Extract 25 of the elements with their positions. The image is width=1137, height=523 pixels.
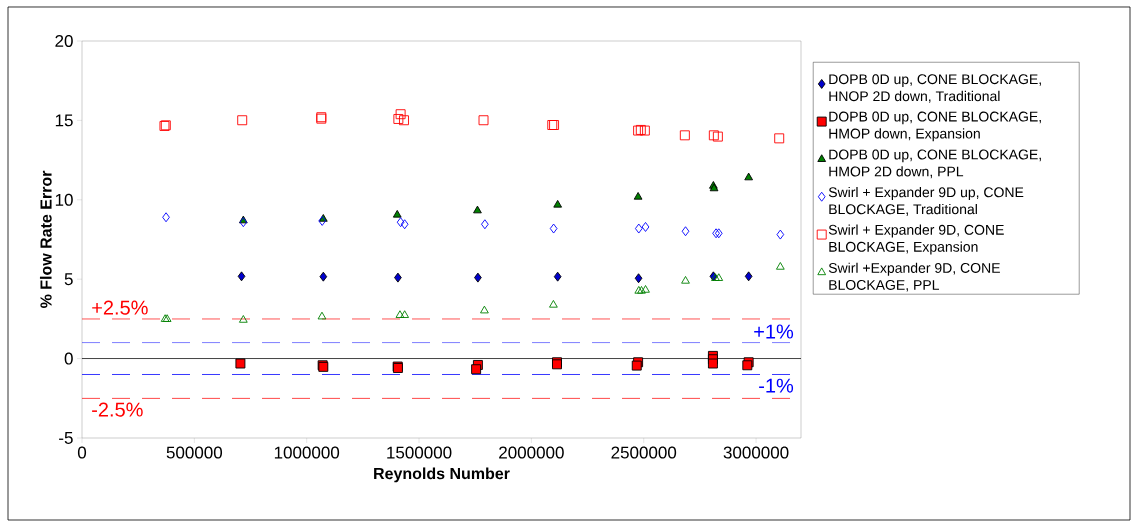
legend-label: DOPB 0D up, CONE BLOCKAGE, HNOP 2D down, Traditional [829, 74, 1041, 103]
ref-line-label: -1% [759, 378, 794, 393]
legend-label: DOPB 0D up, CONE BLOCKAGE, HMOP 2D down, PPL [829, 149, 1041, 179]
x-axis-title: Reynolds Number [374, 467, 510, 483]
x-tick-label: 0 [77, 446, 87, 459]
legend-label: DOPB 0D up, CONE BLOCKAGE, HMOP down, Expansion [829, 111, 1041, 142]
legend-label: Swirl + Expander 9D, CONE BLOCKAGE, Expansion [828, 224, 1004, 255]
x-tick-label: 3000000 [723, 446, 789, 459]
x-tick-label: 1000000 [274, 446, 340, 459]
y-tick-label: 0 [64, 352, 73, 365]
y-axis-title: % Flow Rate Error [39, 170, 52, 309]
x-tick-label: 2000000 [499, 446, 564, 459]
y-tick-label: 10 [55, 193, 73, 206]
x-tick-label: 500000 [166, 446, 223, 459]
y-tick-label: 15 [55, 114, 73, 127]
ref-line-label: +2.5% [92, 300, 148, 315]
y-tick-label: -5 [59, 432, 73, 444]
ref-line-label: +1% [754, 324, 794, 339]
legend-label: Swirl + Expander 9D up, CONE BLOCKAGE, Traditional [828, 186, 1024, 216]
y-tick-label: 20 [55, 34, 73, 48]
ref-line-label: -2.5% [92, 402, 143, 417]
legend-label: Swirl +Expander 9D, CONE BLOCKAGE, PPL [828, 262, 1000, 292]
y-tick-label: 5 [64, 273, 73, 286]
x-tick-label: 2500000 [611, 446, 677, 459]
x-tick-label: 1500000 [387, 446, 452, 459]
